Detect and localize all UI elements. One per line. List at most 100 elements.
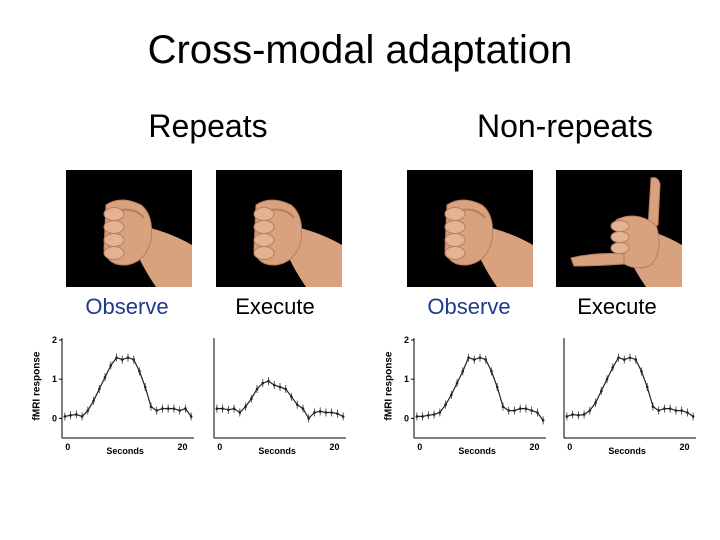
data-point [432, 413, 436, 416]
x-axis-label: Seconds [258, 446, 296, 456]
data-point [640, 370, 643, 373]
data-point [250, 397, 253, 401]
y-tick-label: 1 [404, 374, 409, 384]
response-plot-4: 0 20 Seconds [548, 334, 700, 458]
open-hand-hand-image [570, 177, 682, 287]
fist-hand-image [444, 199, 533, 287]
data-point [324, 411, 328, 414]
data-point [680, 409, 683, 412]
data-point [495, 385, 499, 389]
y-tick-label: 2 [404, 335, 409, 345]
data-point [255, 387, 259, 391]
y-axis-label-3: fMRI response [383, 351, 395, 421]
group-label-repeats: Repeats [148, 108, 268, 144]
data-point [582, 413, 586, 416]
response-plot-2: 0 20 Seconds [198, 334, 350, 458]
data-point [75, 413, 78, 416]
data-point [490, 370, 493, 373]
x-tick-label: 20 [178, 442, 188, 452]
data-point [166, 407, 170, 410]
data-point [657, 409, 660, 412]
data-point [278, 385, 282, 389]
response-line [416, 356, 544, 421]
finger-knuckle [253, 220, 275, 234]
condition-label-execute-2: Execute [577, 294, 657, 319]
finger-knuckle [103, 246, 125, 260]
data-point [221, 407, 224, 410]
response-line [64, 356, 192, 418]
data-point [138, 370, 141, 373]
finger-knuckle [444, 233, 466, 247]
condition-label-observe-2: Observe [427, 294, 511, 319]
data-point [92, 399, 95, 403]
x-tick-label: 0 [417, 442, 422, 452]
data-point [244, 405, 247, 408]
y-tick-label: 2 [52, 335, 57, 345]
data-point [438, 411, 442, 414]
data-point [336, 412, 339, 415]
data-point [307, 417, 310, 420]
data-point [267, 379, 270, 383]
hand-photo-4 [556, 170, 682, 287]
curled-finger [610, 231, 630, 243]
data-point [98, 387, 101, 391]
y-tick-label: 0 [404, 413, 409, 423]
data-point [518, 407, 522, 410]
data-point [161, 407, 164, 410]
data-point [594, 401, 597, 405]
hand-photo-1 [66, 170, 192, 287]
condition-label-observe-1: Observe [85, 294, 169, 319]
data-point [501, 405, 505, 408]
curled-finger [610, 220, 630, 232]
finger-knuckle [253, 233, 275, 247]
data-point [301, 407, 305, 410]
data-point [115, 356, 118, 359]
data-point [421, 415, 424, 418]
x-tick-label: 0 [567, 442, 572, 452]
data-point [143, 385, 147, 389]
finger-knuckle [444, 220, 466, 234]
finger-knuckle [103, 233, 125, 247]
data-point [427, 413, 430, 417]
data-point [622, 358, 626, 361]
data-point [617, 356, 620, 359]
data-point [605, 377, 609, 381]
data-point [571, 413, 574, 416]
pinky-finger [647, 177, 661, 229]
data-point [628, 356, 632, 359]
data-point [467, 356, 470, 359]
thumb-line [461, 208, 486, 219]
data-point [63, 415, 67, 418]
finger-knuckle [103, 220, 125, 234]
data-point [126, 356, 130, 359]
data-point [178, 409, 181, 412]
data-point [668, 407, 672, 410]
y-tick-label: 0 [52, 413, 57, 423]
thumb-line [270, 208, 295, 219]
data-point [132, 358, 136, 361]
data-point [461, 370, 465, 373]
data-point [86, 409, 90, 412]
data-point [484, 358, 488, 361]
finger-knuckle [253, 246, 275, 260]
data-point [450, 393, 453, 397]
data-point [686, 411, 689, 414]
data-point [513, 409, 516, 412]
x-tick-label: 20 [530, 442, 540, 452]
condition-label-execute-1: Execute [235, 294, 315, 319]
data-point [284, 387, 288, 391]
fist-hand-image [103, 199, 192, 287]
data-point [69, 413, 72, 417]
data-point [120, 358, 124, 361]
data-point [530, 409, 533, 412]
x-tick-label: 20 [330, 442, 340, 452]
data-point [536, 411, 539, 414]
data-point [318, 410, 322, 413]
data-point [651, 405, 655, 408]
data-point [290, 395, 293, 399]
data-point [600, 389, 603, 393]
data-point [415, 415, 419, 418]
hand-photo-3 [407, 170, 533, 287]
response-plot-1: 0 1 2 0 20 Seconds [46, 334, 198, 458]
hand-photo-2 [216, 170, 342, 287]
